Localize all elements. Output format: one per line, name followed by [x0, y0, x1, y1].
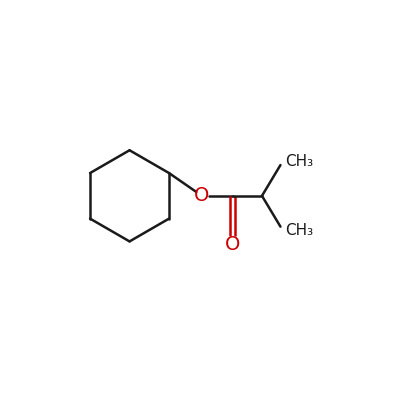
Text: CH₃: CH₃: [285, 223, 313, 238]
Text: O: O: [225, 235, 240, 254]
Text: CH₃: CH₃: [285, 154, 313, 169]
Text: O: O: [194, 186, 210, 205]
